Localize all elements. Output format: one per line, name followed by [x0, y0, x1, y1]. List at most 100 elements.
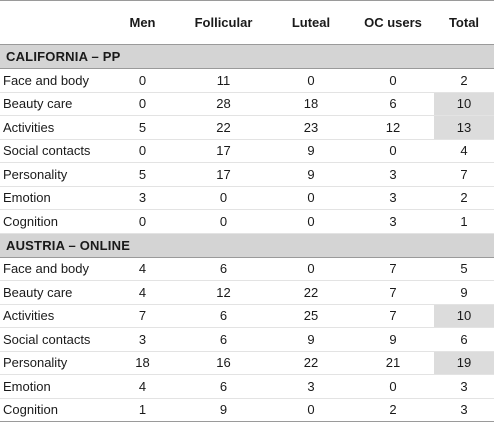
cell-men: 4	[108, 374, 177, 399]
header-cell-men: Men	[129, 15, 156, 30]
cell-oc-users: 0	[352, 139, 434, 163]
row-label: Face and body	[0, 257, 108, 281]
header-cell-luteal: Luteal	[291, 15, 331, 30]
cell-men: 3	[108, 327, 177, 352]
row-label: Activities	[0, 115, 108, 140]
cell-men: 5	[108, 115, 177, 140]
cell-luteal: 9	[270, 327, 352, 352]
cell-luteal: 3	[270, 374, 352, 399]
cell-total: 2	[434, 68, 494, 93]
cell-follicular: 6	[177, 327, 270, 352]
cell-luteal: 0	[270, 257, 352, 281]
cell-men: 4	[108, 257, 177, 281]
cell-men: 4	[108, 280, 177, 305]
cell-follicular: 11	[177, 68, 270, 93]
cell-men: 0	[108, 209, 177, 234]
cell-oc-users: 0	[352, 68, 434, 93]
cell-luteal: 9	[270, 139, 352, 163]
cell-total: 6	[434, 327, 494, 352]
row-label: Emotion	[0, 374, 108, 399]
cell-men: 3	[108, 186, 177, 210]
cell-luteal: 25	[270, 304, 352, 328]
table-row: Personality 5 17 9 3 7	[0, 162, 494, 187]
table-row: Personality 18 16 22 21 19	[0, 351, 494, 375]
cell-oc-users: 0	[352, 374, 434, 399]
cell-oc-users: 3	[352, 162, 434, 187]
row-label: Personality	[0, 162, 108, 187]
table-row: Beauty care 0 28 18 6 10	[0, 92, 494, 116]
cell-oc-users: 3	[352, 209, 434, 234]
cell-follicular: 17	[177, 162, 270, 187]
cell-oc-users: 7	[352, 304, 434, 328]
cell-follicular: 12	[177, 280, 270, 305]
cell-luteal: 0	[270, 398, 352, 422]
cell-men: 0	[108, 139, 177, 163]
cell-total: 3	[434, 374, 494, 399]
header-cell-oc-users: OC users	[364, 15, 422, 30]
row-label: Emotion	[0, 186, 108, 210]
table-row: Social contacts 3 6 9 9 6	[0, 327, 494, 352]
row-label: Social contacts	[0, 139, 108, 163]
cell-men: 18	[108, 351, 177, 375]
cell-men: 5	[108, 162, 177, 187]
cell-total: 5	[434, 257, 494, 281]
cell-men: 0	[108, 92, 177, 116]
cell-total: 7	[434, 162, 494, 187]
row-label: Cognition	[0, 209, 108, 234]
cell-oc-users: 6	[352, 92, 434, 116]
row-label: Face and body	[0, 68, 108, 93]
table-header-row: Men Follicular Luteal OC users Total	[0, 0, 494, 45]
table-row: Face and body 0 11 0 0 2	[0, 68, 494, 93]
cell-men: 1	[108, 398, 177, 422]
cell-follicular: 16	[177, 351, 270, 375]
cell-follicular: 17	[177, 139, 270, 163]
section-header-row: CALIFORNIA – PP	[0, 44, 494, 69]
cell-oc-users: 2	[352, 398, 434, 422]
cell-follicular: 0	[177, 209, 270, 234]
cell-luteal: 0	[270, 186, 352, 210]
cell-oc-users: 7	[352, 280, 434, 305]
table-row: Cognition 0 0 0 3 1	[0, 209, 494, 234]
table-row: Cognition 1 9 0 2 3	[0, 398, 494, 422]
cell-luteal: 18	[270, 92, 352, 116]
cell-total: 2	[434, 186, 494, 210]
cell-follicular: 22	[177, 115, 270, 140]
row-label: Beauty care	[0, 92, 108, 116]
row-label: Personality	[0, 351, 108, 375]
table-row: Activities 5 22 23 12 13	[0, 115, 494, 140]
cell-follicular: 0	[177, 186, 270, 210]
cell-oc-users: 7	[352, 257, 434, 281]
cell-oc-users: 9	[352, 327, 434, 352]
header-cell-follicular: Follicular	[194, 15, 253, 30]
header-cell-label	[0, 1, 108, 45]
table-row: Emotion 3 0 0 3 2	[0, 186, 494, 210]
cell-follicular: 6	[177, 257, 270, 281]
cell-total: 10	[434, 304, 494, 328]
cell-luteal: 9	[270, 162, 352, 187]
cell-follicular: 6	[177, 374, 270, 399]
cell-oc-users: 21	[352, 351, 434, 375]
cell-follicular: 28	[177, 92, 270, 116]
cell-luteal: 0	[270, 68, 352, 93]
cell-follicular: 6	[177, 304, 270, 328]
header-cell-total: Total	[448, 15, 480, 30]
cell-luteal: 22	[270, 280, 352, 305]
row-label: Cognition	[0, 398, 108, 422]
table-row: Face and body 4 6 0 7 5	[0, 257, 494, 281]
cell-luteal: 22	[270, 351, 352, 375]
cell-total: 3	[434, 398, 494, 422]
table-row: Activities 7 6 25 7 10	[0, 304, 494, 328]
cell-oc-users: 12	[352, 115, 434, 140]
cell-follicular: 9	[177, 398, 270, 422]
cell-total: 13	[434, 115, 494, 140]
cell-total: 10	[434, 92, 494, 116]
cell-total: 9	[434, 280, 494, 305]
table-row: Emotion 4 6 3 0 3	[0, 374, 494, 399]
section-title: AUSTRIA – ONLINE	[0, 232, 494, 258]
cell-luteal: 0	[270, 209, 352, 234]
table-row: Social contacts 0 17 9 0 4	[0, 139, 494, 163]
cell-total: 19	[434, 351, 494, 375]
cell-total: 1	[434, 209, 494, 234]
cell-men: 0	[108, 68, 177, 93]
